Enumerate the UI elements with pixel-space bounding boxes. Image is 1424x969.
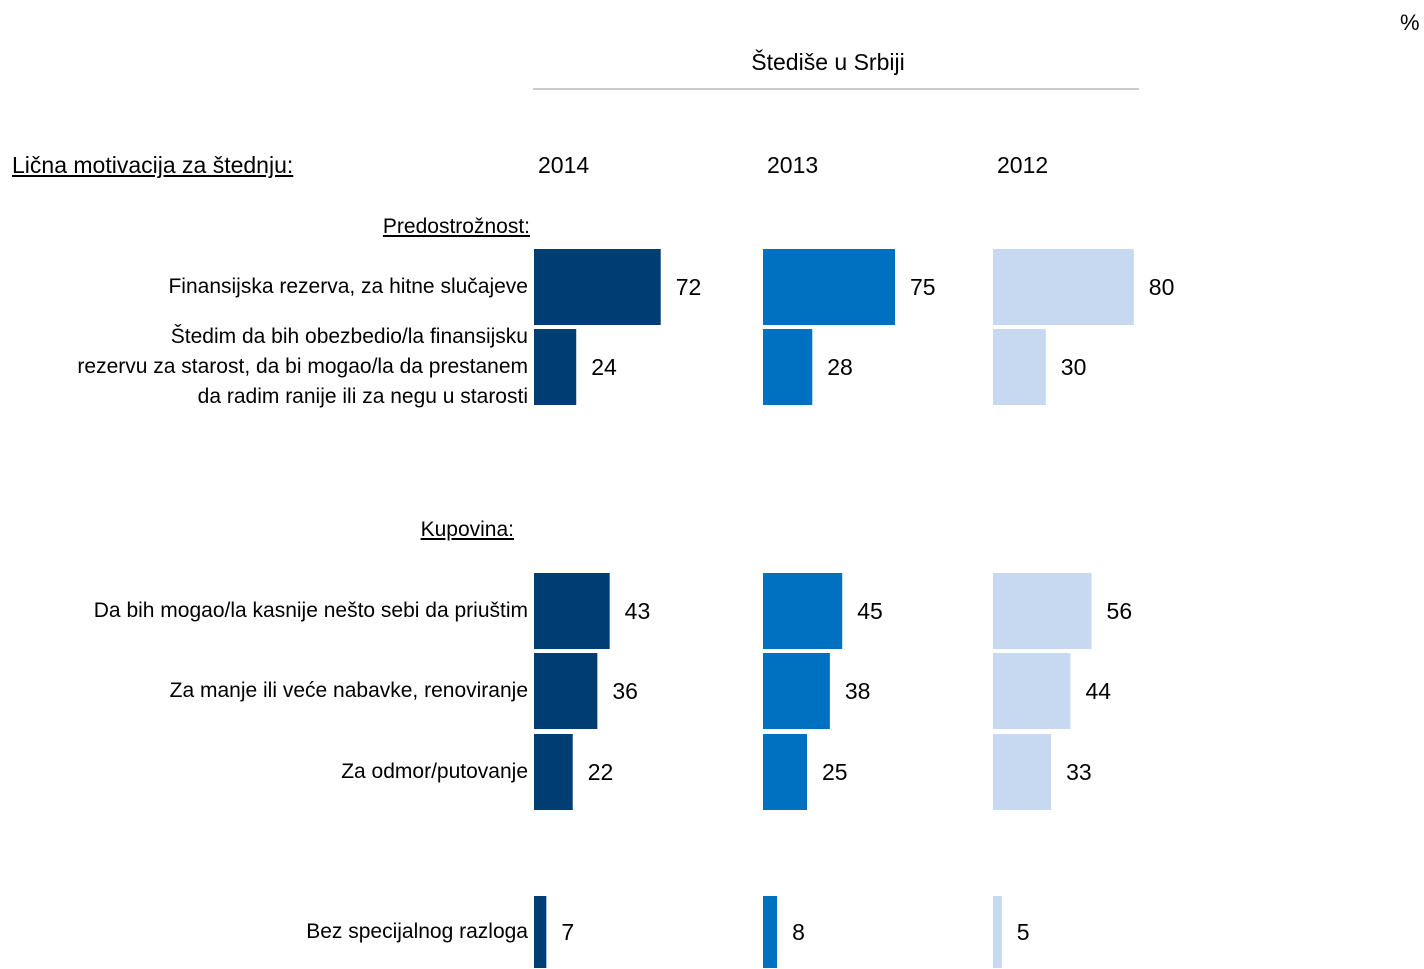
value-label: 30 xyxy=(1061,354,1087,380)
value-label: 43 xyxy=(625,598,651,624)
series-label: 2014 xyxy=(538,152,590,178)
bar xyxy=(993,329,1046,405)
value-label: 44 xyxy=(1085,678,1111,704)
bar xyxy=(534,573,610,649)
bar xyxy=(763,896,778,968)
bar xyxy=(534,734,573,810)
bar xyxy=(534,896,547,968)
bar xyxy=(993,653,1071,729)
bar xyxy=(763,249,895,325)
value-label: 56 xyxy=(1107,598,1133,624)
value-label: 25 xyxy=(822,759,848,785)
value-label: 22 xyxy=(588,759,614,785)
value-label: 36 xyxy=(612,678,638,704)
category-label: Za manje ili veće nabavke, renoviranje xyxy=(169,679,528,702)
bar xyxy=(993,249,1134,325)
value-label: 75 xyxy=(910,274,936,300)
value-label: 72 xyxy=(676,274,702,300)
value-label: 7 xyxy=(561,919,574,945)
category-label: Da bih mogao/la kasnije nešto sebi da pr… xyxy=(93,599,528,622)
category-label: Štedim da bih obezbedio/la finansijsku r… xyxy=(77,325,528,408)
bar xyxy=(534,249,661,325)
bar xyxy=(534,653,598,729)
value-label: 38 xyxy=(845,678,871,704)
header: Lična motivacija za štednju: xyxy=(12,152,294,178)
series-label: 2013 xyxy=(767,152,819,178)
group-label: Predostrožnost: xyxy=(382,215,530,238)
category-label: Za odmor/putovanje xyxy=(341,760,528,783)
bar xyxy=(763,329,813,405)
category-label: Finansijska rezerva, za hitne slučajeve xyxy=(168,275,528,298)
bar xyxy=(993,573,1092,649)
series-label: 2012 xyxy=(997,152,1049,178)
value-label: 80 xyxy=(1149,274,1175,300)
unit-label: % xyxy=(1400,10,1420,35)
value-label: 45 xyxy=(857,598,883,624)
bar xyxy=(763,734,807,810)
bar xyxy=(993,734,1052,810)
category-label: Bez specijalnog razloga xyxy=(306,920,528,943)
bar xyxy=(534,329,577,405)
bar xyxy=(993,896,1002,968)
value-label: 24 xyxy=(591,354,617,380)
value-label: 8 xyxy=(792,919,805,945)
value-label: 28 xyxy=(827,354,853,380)
group-label: Kupovina: xyxy=(420,518,514,541)
value-label: 5 xyxy=(1017,919,1030,945)
value-label: 33 xyxy=(1066,759,1092,785)
bar xyxy=(763,653,830,729)
chart-title: Štediše u Srbiji xyxy=(751,49,905,75)
bar xyxy=(763,573,843,649)
